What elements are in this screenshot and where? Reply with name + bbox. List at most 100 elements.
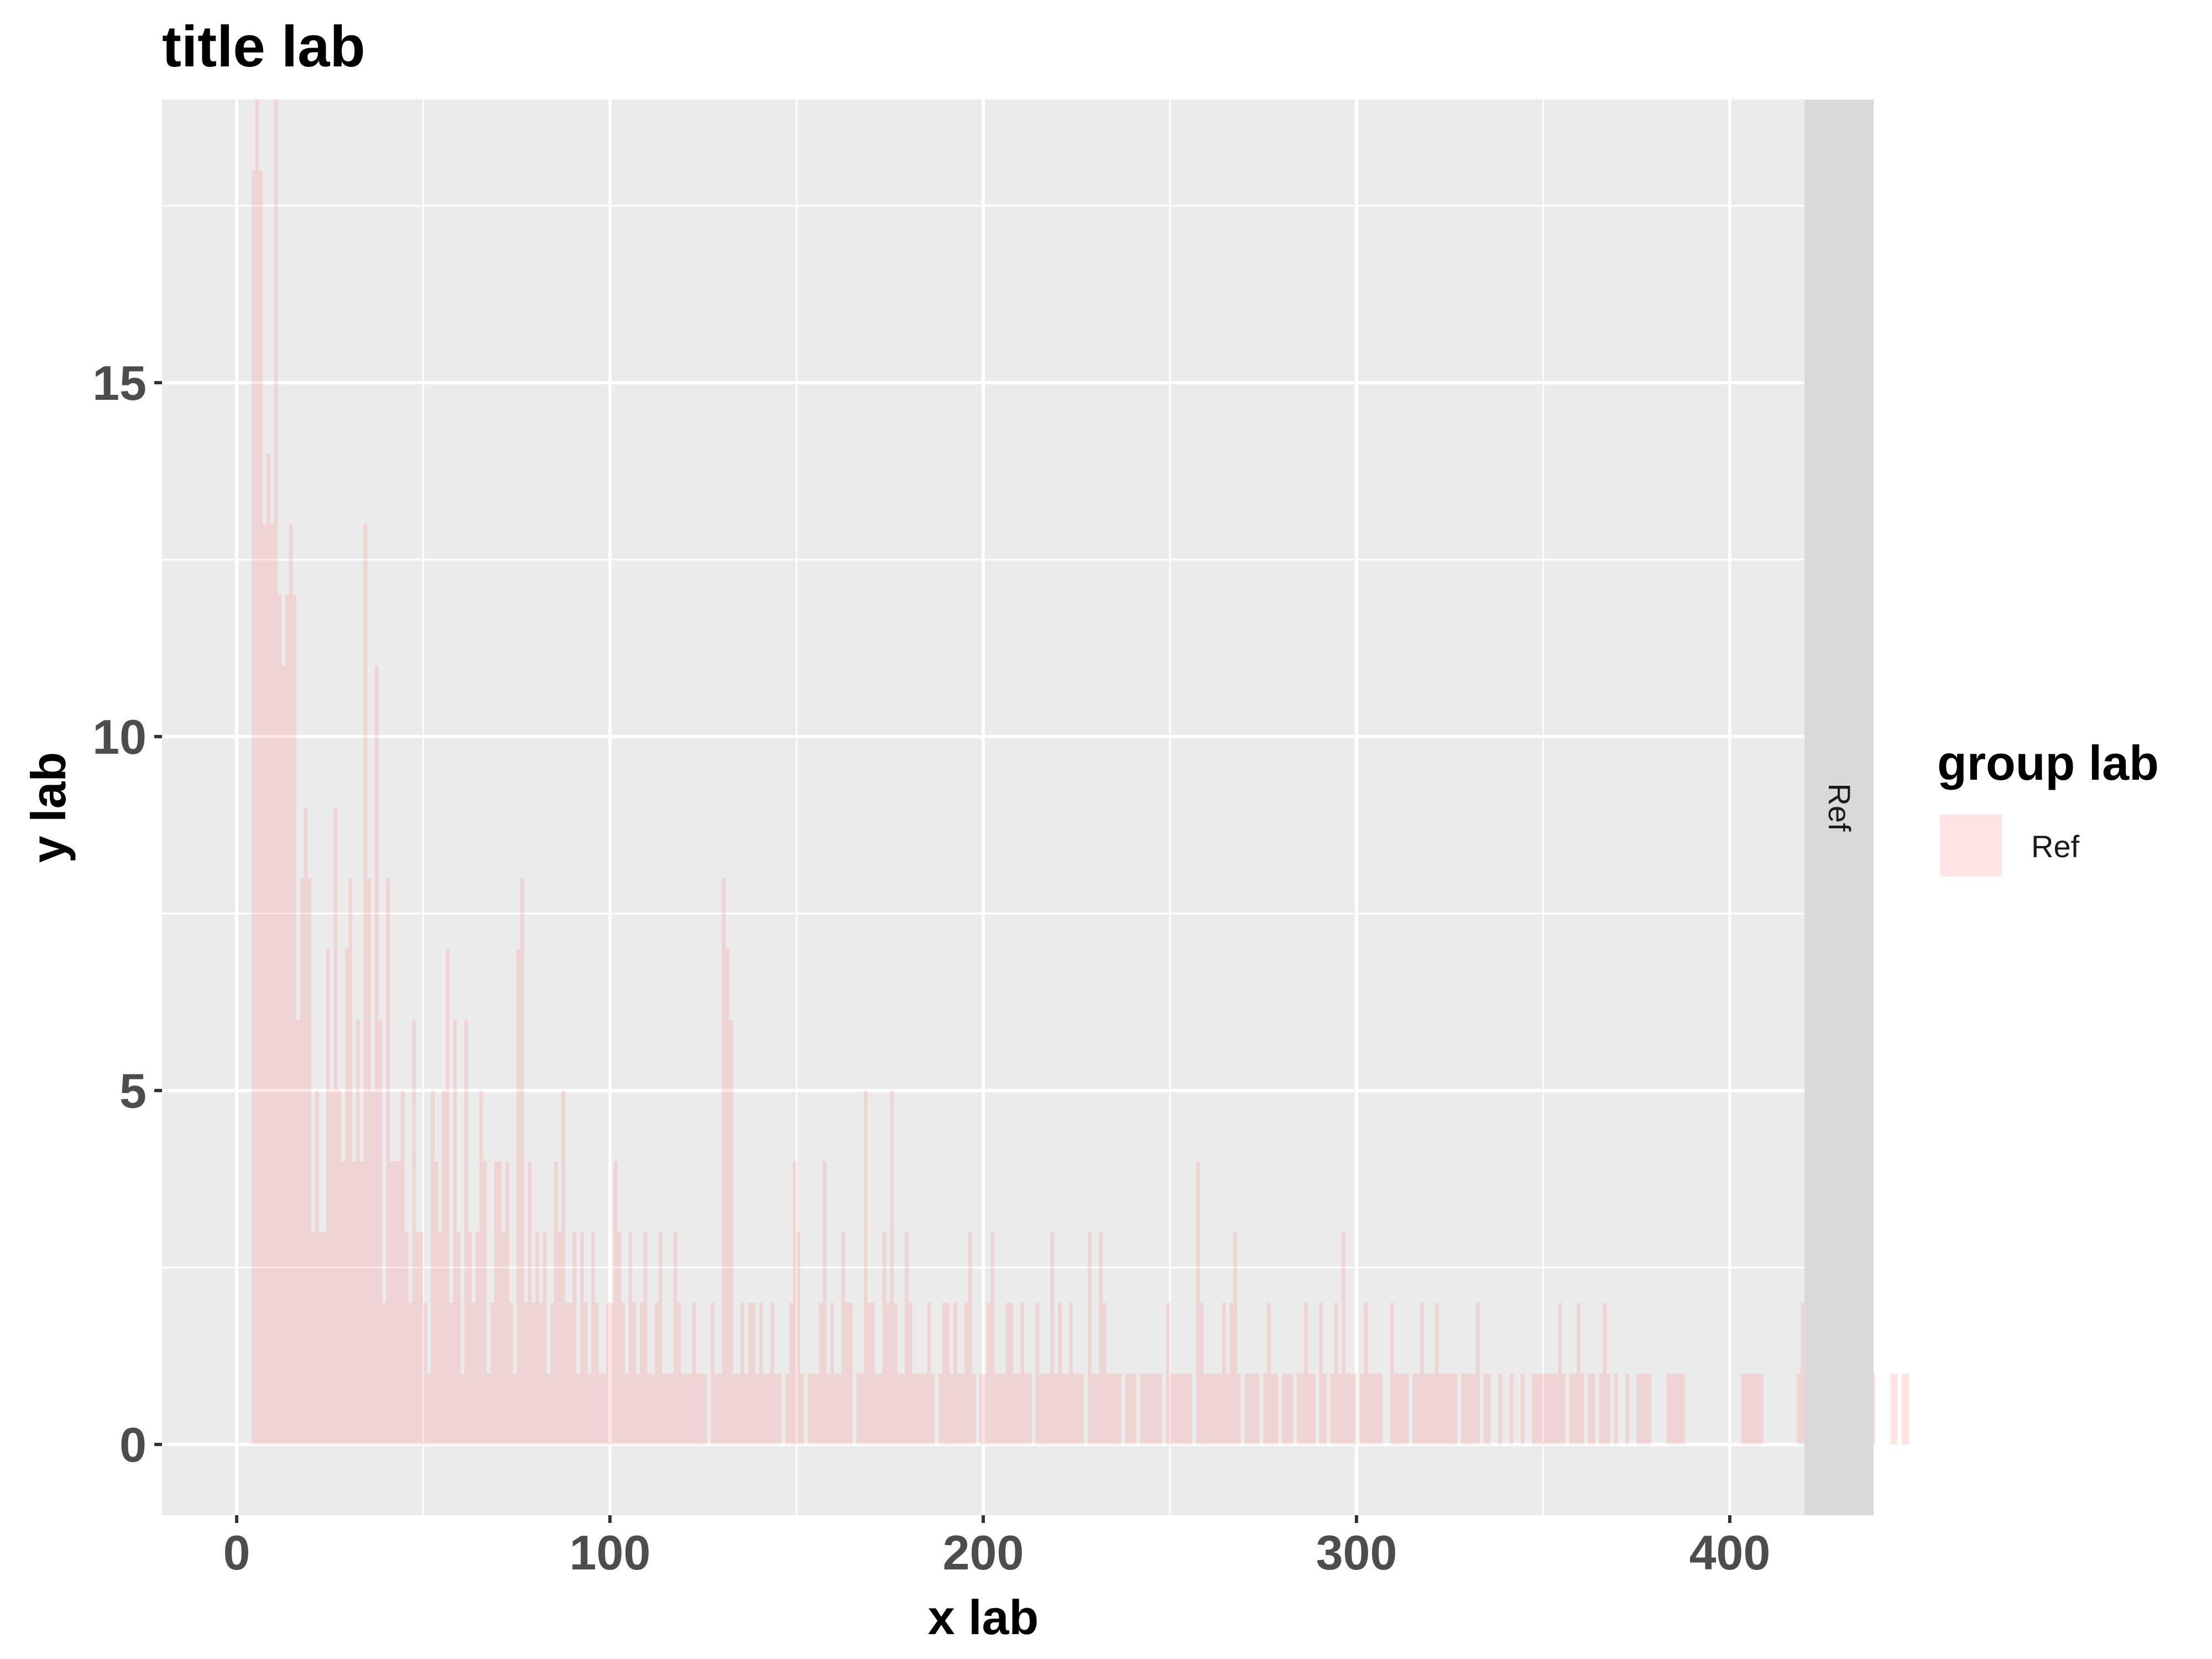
histogram-bar	[1569, 1374, 1573, 1444]
histogram-bar	[1551, 1374, 1554, 1444]
histogram-bar	[621, 1303, 625, 1444]
histogram-bar	[1330, 1374, 1334, 1444]
major-gridlines	[162, 100, 1804, 1515]
histogram-bar	[1199, 1303, 1204, 1444]
histogram-bar	[1397, 1374, 1401, 1444]
histogram-bar	[1468, 1374, 1473, 1444]
histogram-bar	[700, 1374, 703, 1444]
histogram-bar	[498, 1161, 502, 1444]
histogram-bar	[1080, 1374, 1084, 1444]
histogram-bar	[625, 1374, 629, 1444]
histogram-bar	[602, 1374, 607, 1444]
histogram-bar	[1129, 1374, 1133, 1444]
histogram-bar	[1558, 1303, 1562, 1444]
histogram-bar	[964, 1303, 968, 1444]
histogram-bar	[386, 878, 390, 1444]
histogram-bar	[330, 1091, 334, 1444]
histogram-bar	[1345, 1374, 1349, 1444]
histogram-bar	[1095, 1374, 1099, 1444]
histogram-bar	[1677, 1374, 1682, 1444]
histogram-bar	[1453, 1374, 1458, 1444]
histogram-bar	[565, 1303, 569, 1444]
histogram-bar	[591, 1232, 595, 1444]
histogram-bar	[1670, 1374, 1674, 1444]
histogram-bar	[434, 1161, 439, 1444]
histogram-bar	[655, 1303, 659, 1444]
histogram-bar	[539, 1303, 543, 1444]
histogram-bar	[1297, 1374, 1301, 1444]
histogram-bar	[356, 1020, 360, 1444]
histogram-bar	[341, 1161, 345, 1444]
histogram-bar	[778, 1374, 782, 1444]
histogram-bar	[1028, 1374, 1032, 1444]
histogram-bar	[572, 1232, 577, 1444]
histogram-bar	[1110, 1374, 1114, 1444]
histogram-bar	[606, 1303, 610, 1444]
histogram-bar	[274, 100, 278, 1444]
histogram-bar	[1472, 1374, 1476, 1444]
histogram-bar	[1741, 1374, 1745, 1444]
histogram-bar	[1039, 1374, 1043, 1444]
histogram-bar	[807, 1374, 812, 1444]
histogram-bar	[1088, 1232, 1092, 1444]
histogram-bar	[1151, 1374, 1155, 1444]
histogram-bar	[800, 1374, 804, 1444]
histogram-bar	[1046, 1374, 1051, 1444]
y-tick-label: 15	[92, 356, 147, 410]
histogram-bar	[1024, 1374, 1028, 1444]
histogram-bar	[404, 1232, 409, 1444]
histogram-bar	[744, 1374, 748, 1444]
histogram-bar	[401, 1091, 405, 1444]
histogram-bar	[1640, 1374, 1644, 1444]
histogram-bar	[632, 1303, 637, 1444]
histogram-bar	[789, 1303, 793, 1444]
histogram-bar	[1196, 1161, 1200, 1444]
histogram-bar	[315, 1091, 319, 1444]
histogram-bar	[950, 1374, 953, 1444]
histogram-bar	[882, 1232, 886, 1444]
histogram-bar	[1099, 1232, 1103, 1444]
histogram-bar	[1214, 1374, 1219, 1444]
histogram-bar	[785, 1374, 789, 1444]
histogram-bar	[1894, 1374, 1898, 1444]
histogram-bar	[1050, 1232, 1055, 1444]
histogram-bar	[446, 949, 450, 1444]
histogram-bar	[1289, 1374, 1293, 1444]
histogram-bar	[979, 1374, 983, 1444]
histogram-bar	[1562, 1374, 1566, 1444]
histogram-bar	[304, 807, 308, 1444]
histogram-bar	[487, 1374, 491, 1444]
histogram-bar	[1282, 1374, 1286, 1444]
histogram-bar	[815, 1374, 819, 1444]
histogram-bar	[483, 1161, 487, 1444]
histogram-bar	[513, 1374, 517, 1444]
histogram-bar	[647, 1374, 651, 1444]
histogram-bar	[983, 1374, 987, 1444]
histogram-bar	[1427, 1374, 1431, 1444]
histogram-bar	[1125, 1374, 1129, 1444]
histogram-bar	[1539, 1374, 1543, 1444]
histogram-bar	[1106, 1374, 1110, 1444]
histogram-bar	[1890, 1374, 1894, 1444]
y-axis-title: y lab	[21, 752, 76, 863]
histogram-bar	[718, 1374, 722, 1444]
histogram-bar	[1065, 1374, 1070, 1444]
histogram-bar	[1304, 1303, 1308, 1444]
histogram-bar	[252, 170, 255, 1444]
histogram-bar	[1207, 1374, 1211, 1444]
histogram-bar	[1405, 1374, 1409, 1444]
histogram-bar	[658, 1232, 662, 1444]
histogram-bar	[1308, 1374, 1312, 1444]
histogram-bar	[759, 1303, 763, 1444]
histogram-bar	[491, 1303, 494, 1444]
histogram-bar	[1666, 1374, 1670, 1444]
histogram-bar	[378, 1020, 383, 1444]
histogram-bar	[1487, 1374, 1491, 1444]
histogram-bar	[826, 1374, 831, 1444]
histogram-bar	[509, 1303, 513, 1444]
histogram-bar	[371, 1091, 375, 1444]
histogram-bar	[322, 1232, 326, 1444]
histogram-bar	[666, 1374, 670, 1444]
histogram-bar	[1091, 1374, 1095, 1444]
histogram-bar	[1016, 1374, 1021, 1444]
